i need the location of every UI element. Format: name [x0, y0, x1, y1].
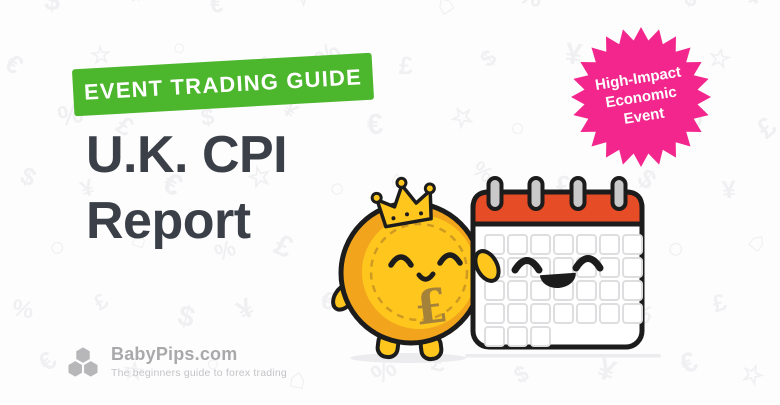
- pattern-icon: €: [32, 344, 63, 378]
- pattern-icon: £: [88, 287, 113, 316]
- pattern-icon: ☆: [88, 41, 113, 70]
- ribbon-label: EVENT TRADING GUIDE: [83, 63, 363, 105]
- pattern-icon: %: [516, 0, 546, 13]
- starburst-shape: [571, 27, 711, 167]
- coin-right-hand: [473, 249, 501, 283]
- pattern-icon: €: [775, 168, 780, 196]
- pattern-icon: ¥: [231, 292, 260, 326]
- calendar-icon: [470, 176, 645, 350]
- coin-character: £: [331, 176, 484, 362]
- pattern-icon: ○: [166, 33, 194, 62]
- pattern-icon: ⌂: [428, 0, 460, 22]
- coin-face-features: [388, 252, 463, 282]
- pattern-icon: ☆: [736, 355, 770, 393]
- pattern-icon: $: [682, 0, 701, 12]
- pattern-icon: ○: [510, 114, 526, 142]
- pattern-icon: ⌂: [286, 361, 310, 397]
- pattern-icon: ○: [43, 229, 71, 265]
- pattern-icon: €: [675, 345, 703, 380]
- pattern-icon: ☆: [287, 0, 319, 13]
- coin-shadow: [350, 353, 466, 363]
- starburst-icon: [571, 27, 711, 167]
- coin-face: [362, 215, 476, 329]
- page-title: U.K. CPI Report: [86, 122, 288, 254]
- pattern-icon: $: [43, 0, 61, 18]
- calendar-grid: [484, 234, 643, 347]
- logo-name: BabyPips.com: [111, 344, 238, 364]
- pattern-icon: ☆: [443, 97, 482, 137]
- babypips-logo: BabyPips.com The beginners guide to fore…: [64, 344, 287, 379]
- pattern-icon: ¥: [739, 0, 767, 13]
- pattern-icon: £: [398, 51, 414, 81]
- pattern-icon: £: [750, 110, 780, 145]
- high-impact-badge: High-Impact Economic Event: [571, 27, 711, 167]
- babypips-logo-mark: [68, 347, 98, 377]
- pattern-icon: $: [474, 44, 502, 73]
- coin-mouth: [416, 271, 436, 282]
- pattern-icon: ⌂: [742, 224, 774, 258]
- crown-icon: [370, 176, 436, 229]
- calendar-mouth: [539, 272, 576, 288]
- coin-calendar-illustration: £: [331, 176, 661, 363]
- calendar-right-eye: [572, 255, 604, 272]
- calendar-face-features: [511, 255, 604, 288]
- title-line-1: U.K. CPI: [86, 126, 288, 184]
- pattern-icon: €: [0, 47, 30, 81]
- logo-tagline: The beginners guide to forex trading: [111, 367, 287, 379]
- calendar-rings: [486, 176, 628, 211]
- calendar-shadow: [465, 354, 661, 358]
- title-line-2: Report: [86, 192, 251, 250]
- coin-left-eye: [388, 254, 414, 268]
- pattern-icon: $: [16, 161, 41, 193]
- pattern-icon: ¥: [721, 175, 737, 205]
- event-trading-guide-ribbon: EVENT TRADING GUIDE: [71, 52, 375, 117]
- badge-text: High-Impact Economic Event: [561, 17, 721, 177]
- pattern-icon: $: [174, 299, 198, 335]
- coin-dashed-ring: [369, 222, 469, 322]
- coin-right-eye: [437, 252, 463, 266]
- pattern-icon: ¥: [119, 0, 150, 9]
- pattern-icon: £: [709, 288, 730, 319]
- calendar-left-eye: [511, 257, 543, 274]
- pattern-icon: %: [9, 294, 36, 325]
- pound-symbol: £: [411, 278, 450, 337]
- pattern-icon: ○: [350, 0, 374, 10]
- pattern-icon: €: [208, 0, 226, 19]
- pattern-icon: €: [365, 108, 385, 142]
- pattern-icon: £: [596, 0, 621, 3]
